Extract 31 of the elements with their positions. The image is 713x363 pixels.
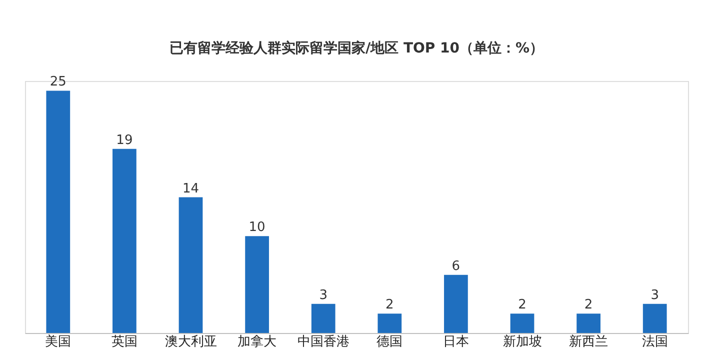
- bar: [46, 90, 70, 333]
- x-tick-label: 澳大利亚: [164, 334, 217, 350]
- data-label: 2: [518, 298, 526, 313]
- data-label: 19: [116, 132, 133, 148]
- bar: [112, 148, 136, 333]
- chart-title: 已有留学经验人群实际留学国家/地区 TOP 10（单位：%）: [169, 40, 544, 57]
- data-label: 25: [50, 74, 66, 90]
- data-label: 3: [650, 288, 659, 303]
- x-tick-label: 新西兰: [569, 334, 608, 350]
- data-label: 2: [386, 298, 394, 313]
- x-tick-label: 加拿大: [238, 334, 277, 350]
- bar: [178, 197, 203, 333]
- x-tick-label: 日本: [442, 334, 469, 350]
- bar: [311, 304, 336, 333]
- data-label: 3: [319, 288, 328, 303]
- x-tick-label: 美国: [45, 334, 72, 350]
- x-tick-label: 英国: [111, 334, 138, 350]
- data-label: 2: [584, 298, 593, 313]
- x-tick-label: 中国香港: [297, 334, 350, 350]
- x-tick-label: 新加坡: [502, 334, 542, 350]
- x-tick-label: 德国: [376, 334, 403, 350]
- bar: [245, 236, 269, 333]
- data-label: 14: [182, 181, 200, 196]
- bar: [642, 304, 667, 333]
- bar: [576, 314, 600, 333]
- bar: [378, 314, 402, 333]
- bar: [510, 314, 534, 333]
- data-label: 10: [248, 220, 266, 236]
- bar: [444, 274, 468, 333]
- x-tick-label: 法国: [642, 334, 668, 350]
- data-label: 6: [452, 258, 460, 274]
